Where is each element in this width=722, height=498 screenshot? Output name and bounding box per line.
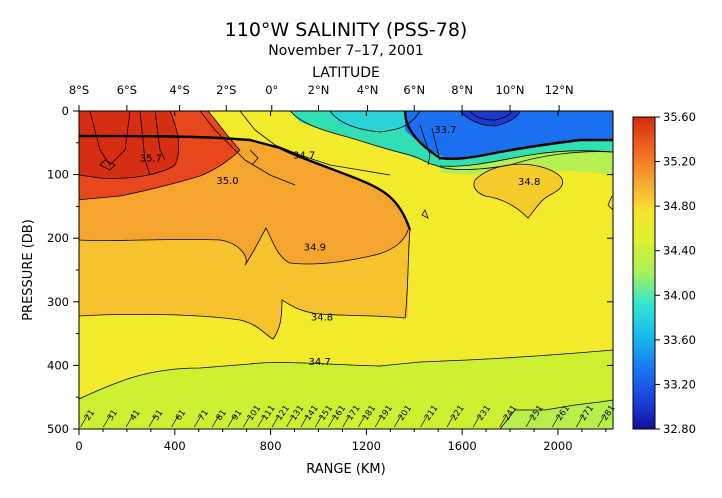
contour-label: 34.8	[311, 313, 333, 324]
station-tick	[472, 414, 481, 428]
colorbar-tick-label: 35.60	[663, 110, 696, 124]
station-tick	[148, 414, 157, 428]
station-tick	[227, 414, 236, 428]
contour-label: 34.8	[518, 177, 540, 188]
station-tick	[342, 414, 351, 428]
contour-label-layer: 35.7 35.0 34.7 34.9 34.8 34.7 34.8 33.7	[140, 125, 541, 368]
station-tick	[103, 414, 111, 428]
contour-lines	[79, 111, 613, 429]
station-tick	[328, 414, 336, 428]
contour-label: 35.7	[140, 154, 162, 165]
colorbar-tick-label: 34.40	[663, 244, 696, 258]
latitude-tick-label: 10°N	[496, 83, 525, 97]
x-tick-label: 2000	[543, 439, 572, 453]
station-tick	[552, 414, 560, 428]
latitude-tick-label: 2°N	[308, 83, 330, 97]
station-tick	[499, 414, 507, 428]
station-tick	[314, 414, 323, 428]
plot-area	[79, 111, 613, 429]
x-tick-label: 1600	[447, 439, 476, 453]
chart-title: 110°W SALINITY (PSS-78)	[225, 19, 468, 41]
station-tick	[125, 414, 134, 428]
colorbar	[632, 116, 656, 430]
field-region-blue	[405, 111, 613, 160]
station-tick	[194, 414, 202, 428]
station-tick	[80, 414, 88, 428]
y-tick-label: 300	[47, 295, 69, 309]
latitude-tick-label: 6°S	[117, 83, 137, 97]
x-axis-label: RANGE (KM)	[306, 462, 385, 477]
station-tick	[211, 414, 220, 428]
contour-label: 34.7	[309, 357, 331, 368]
station-tick	[243, 414, 251, 428]
latitude-tick-label: 8°N	[451, 83, 473, 97]
latitude-tick-label: 12°N	[545, 83, 574, 97]
colorbar-tick-label: 33.60	[663, 333, 696, 347]
station-tick	[271, 414, 280, 428]
latitude-tick-label: 2°S	[216, 83, 236, 97]
station-tick	[597, 414, 606, 428]
y-tick-label: 400	[47, 358, 69, 372]
station-tick	[374, 414, 383, 428]
station-tick	[420, 414, 428, 428]
station-tick	[358, 414, 366, 428]
latitude-tick-label: 4°N	[357, 83, 379, 97]
field-region-low	[79, 350, 613, 429]
station-tick	[300, 414, 309, 428]
x-tick-label: 0	[75, 439, 82, 453]
y-axis-label: PRESSURE (DB)	[21, 219, 36, 321]
field-region-deepblue	[460, 111, 520, 126]
station-tick	[286, 414, 294, 428]
station-tick	[171, 414, 179, 428]
colorbar-tick-label: 34.00	[663, 288, 696, 302]
contour-label: 34.9	[304, 243, 326, 254]
contour-label: 34.7	[293, 151, 315, 162]
station-tick	[393, 414, 402, 428]
colorbar-tick-label: 34.80	[663, 199, 696, 213]
y-axis: 0 100 200 300 400 500	[47, 104, 613, 436]
x-axis: 0 400 800 1200 1600 2000	[75, 111, 607, 453]
contour-label: 35.0	[216, 176, 238, 187]
field-region-cyan	[330, 111, 420, 131]
station-tick	[446, 414, 455, 428]
contour-label: 33.7	[434, 125, 456, 136]
field-region-deep	[500, 400, 613, 429]
station-tick	[525, 414, 534, 428]
latitude-tick-label: 0°	[265, 83, 278, 97]
colorbar-tick-label: 35.20	[663, 155, 696, 169]
y-tick-label: 100	[47, 168, 69, 182]
latitude-tick-label: 8°S	[69, 83, 89, 97]
x-tick-label: 800	[260, 439, 282, 453]
field-region-patch-right	[473, 164, 563, 218]
station-tick	[257, 414, 266, 428]
top-axis-label: LATITUDE	[312, 65, 380, 81]
colorbar-tick-label: 32.80	[663, 422, 696, 436]
station-tick	[575, 414, 584, 428]
field-region-orange-light	[79, 228, 408, 339]
chart-subtitle: November 7–17, 2001	[268, 43, 424, 59]
y-tick-label: 500	[47, 422, 69, 436]
colorbar-tick-label: 33.20	[663, 377, 696, 391]
latitude-tick-label: 4°S	[169, 83, 189, 97]
latitude-tick-label: 6°N	[403, 83, 425, 97]
latitude-axis: 8°S 6°S 4°S 2°S 0° 2°N 4°N 6°N 8°N 10°N 12°N	[69, 83, 574, 111]
x-tick-label: 400	[164, 439, 186, 453]
y-tick-label: 200	[47, 231, 69, 245]
y-tick-label: 0	[62, 104, 69, 118]
x-tick-label: 1200	[352, 439, 381, 453]
colorbar-ticks: 35.60 35.20 34.80 34.40 34.00 33.60 33.20 32.80	[655, 110, 696, 436]
